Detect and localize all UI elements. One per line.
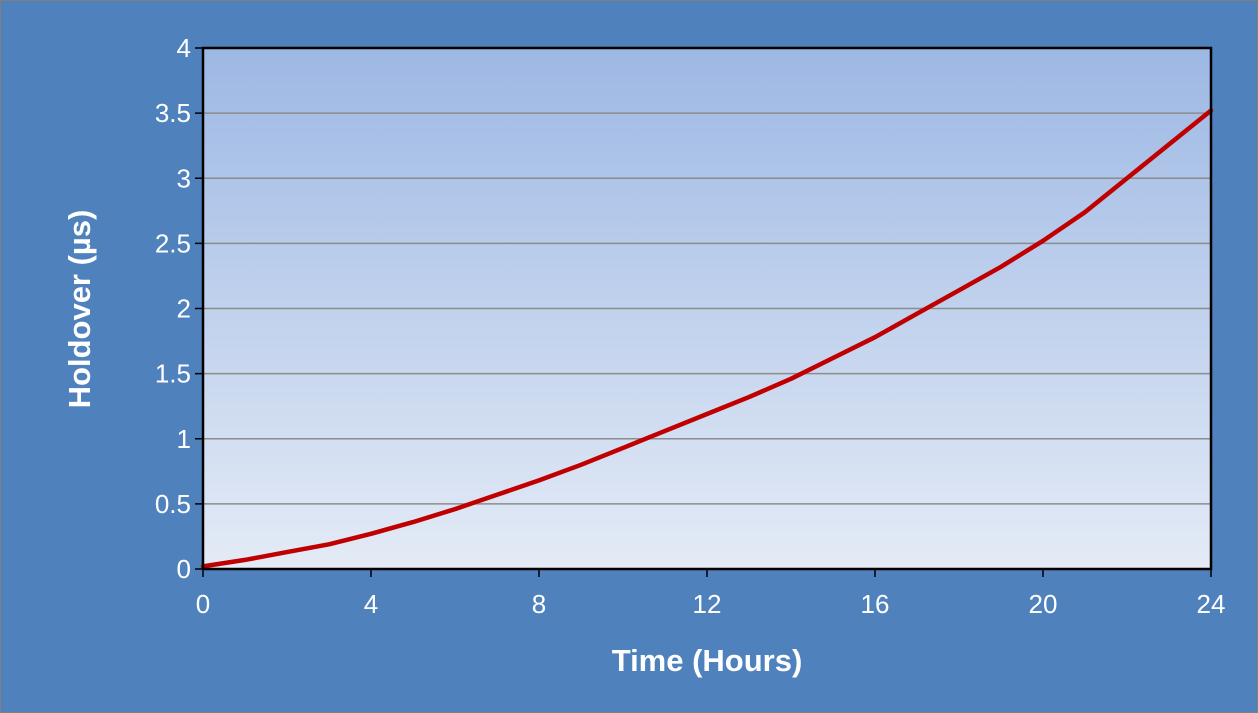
holdover-series-line	[200, 108, 1214, 569]
y-tick-label: 2.5	[155, 228, 191, 258]
y-tick-label: 3.5	[155, 98, 191, 128]
series-layer	[200, 108, 1214, 569]
x-tick-label: 12	[693, 589, 722, 619]
y-tick-label: 0	[177, 554, 191, 584]
x-tick-label: 8	[532, 589, 546, 619]
y-tick-label: 2	[177, 294, 191, 324]
y-tick-label: 1.5	[155, 359, 191, 389]
x-axis-title: Time (Hours)	[612, 643, 803, 678]
x-tick-label: 0	[196, 589, 210, 619]
y-axis-title: Holdover (µs)	[62, 210, 97, 409]
axis-ticks: 0 0.5 1 1.5 2 2.5 3 3.5 4 0 4 8 12 16 20 24	[155, 33, 1226, 619]
x-tick-label: 16	[861, 589, 890, 619]
x-tick-label: 4	[364, 589, 378, 619]
y-tick-label: 1	[177, 424, 191, 454]
x-tick-label: 24	[1197, 589, 1226, 619]
x-tick-label: 20	[1029, 589, 1058, 619]
y-tick-label: 3	[177, 163, 191, 193]
y-tick-label: 0.5	[155, 489, 191, 519]
gridlines	[203, 112, 1211, 505]
y-tick-label: 4	[177, 33, 191, 63]
